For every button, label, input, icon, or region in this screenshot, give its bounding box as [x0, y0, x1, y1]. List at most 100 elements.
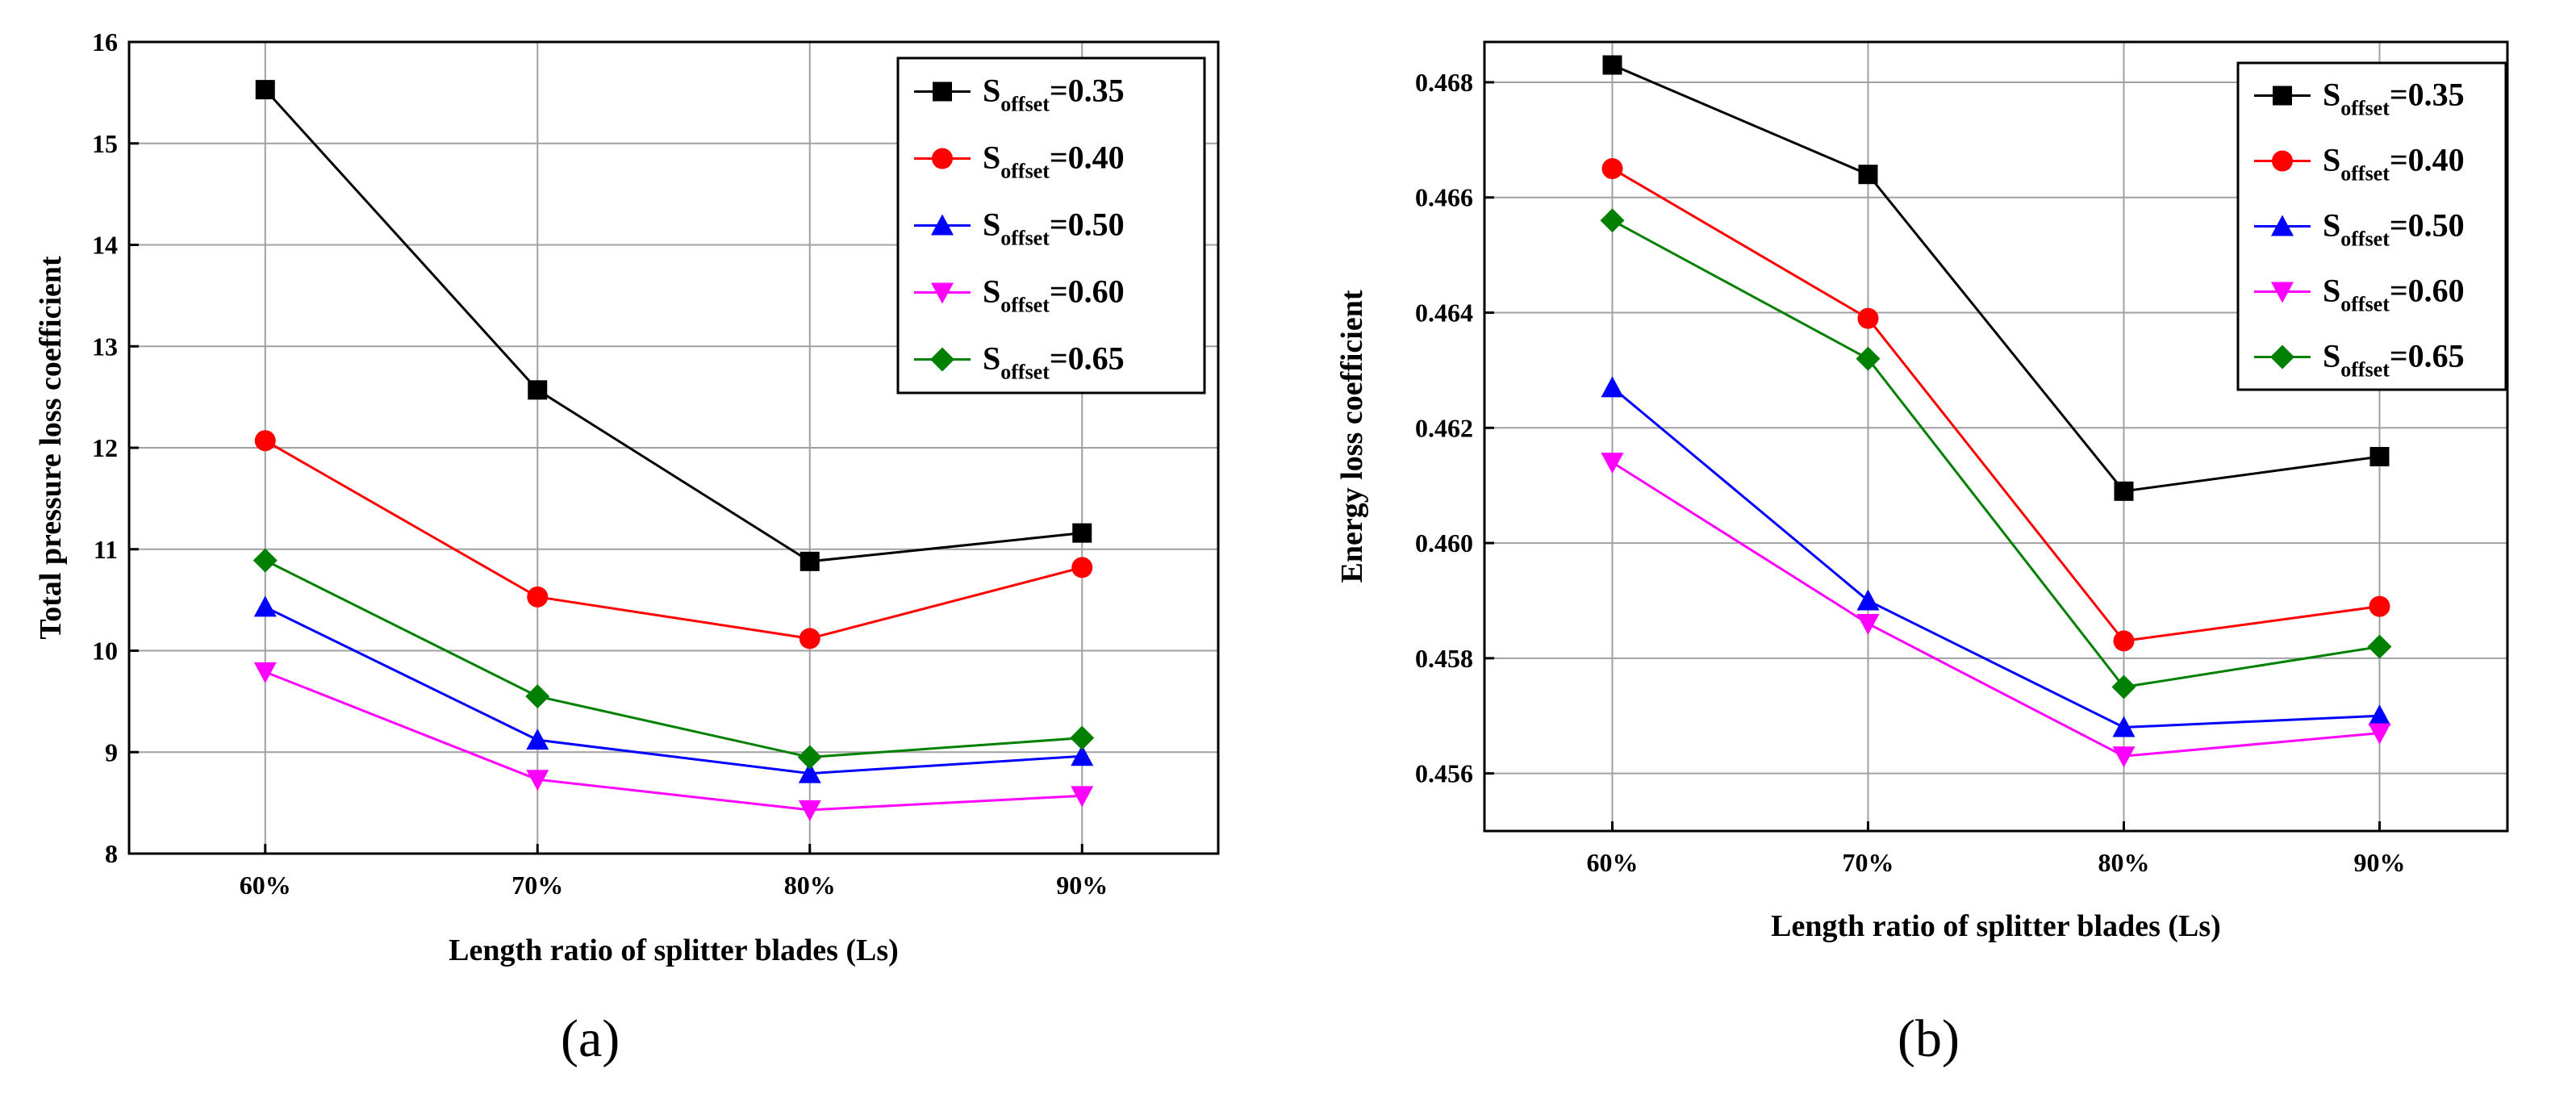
data-point [2368, 704, 2391, 726]
legend-marker [2271, 282, 2294, 303]
legend-label-main: S [983, 274, 1000, 310]
series-0-40 [254, 430, 1093, 649]
legend-label-value: =0.65 [2390, 338, 2465, 374]
legend-label: Soffset=0.35 [2323, 77, 2465, 120]
series-line [1611, 167, 2380, 643]
legend-label-sub: offset [2340, 162, 2390, 186]
series-line [1611, 64, 2380, 493]
legend-label: Soffset=0.65 [2323, 338, 2465, 382]
series-line [265, 670, 1083, 812]
series-line [265, 439, 1083, 640]
y-tick-label: 0.466 [1415, 183, 1473, 212]
chart-panel-a: 8 9 10 11 12 13 14 15 16 60% 70% 80% 90% Length ratio… [34, 27, 1220, 1068]
legend-label-main: S [2323, 142, 2340, 178]
legend-label-sub: offset [1000, 160, 1050, 183]
y-tick-label: 8 [105, 839, 118, 868]
x-tick-label: 80% [2098, 848, 2150, 877]
legend-label-main: S [2323, 338, 2340, 374]
data-point [1070, 725, 1095, 750]
legend-label-value: =0.35 [1050, 73, 1125, 109]
panel-label-a: (a) [561, 1009, 620, 1068]
legend-item: Soffset=0.60 [914, 274, 1125, 317]
legend-label-sub: offset [2340, 97, 2390, 120]
legend-item: Soffset=0.50 [914, 207, 1125, 250]
legend-label-sub: offset [1000, 93, 1050, 116]
series-line [1611, 219, 2380, 689]
legend-marker [2273, 86, 2292, 106]
data-point [1601, 453, 1624, 474]
y-tick-label: 0.458 [1415, 644, 1473, 673]
data-point [1600, 208, 1625, 233]
legend-marker [2270, 345, 2294, 370]
data-point [255, 80, 275, 100]
legend-label-main: S [2323, 77, 2340, 113]
x-tick-label: 70% [1843, 848, 1894, 877]
data-point [2369, 446, 2390, 466]
panel-label-b: (b) [1898, 1009, 1960, 1068]
legend-label-main: S [2323, 273, 2340, 309]
legend-label-value: =0.50 [1050, 207, 1125, 243]
legend-label: Soffset=0.50 [2323, 207, 2465, 251]
legend-label: Soffset=0.35 [983, 73, 1125, 116]
data-point [2369, 595, 2390, 617]
y-tick-label: 14 [92, 231, 118, 260]
y-tick-label: 15 [92, 129, 118, 158]
y-tick-label: 0.462 [1415, 413, 1473, 442]
data-point [1857, 307, 1879, 329]
legend-label: Soffset=0.60 [983, 274, 1125, 317]
legend-label-value: =0.40 [2390, 142, 2465, 178]
data-point [1858, 165, 1878, 185]
data-point [1072, 523, 1092, 543]
series-line [265, 559, 1083, 759]
legend-item: Soffset=0.35 [2254, 77, 2465, 120]
y-axis-title: Total pressure loss coefficient [34, 256, 68, 640]
legend-label-sub: offset [2340, 293, 2390, 316]
series-0-50 [253, 595, 1094, 783]
series-0-50 [1601, 376, 2391, 737]
legend-label-main: S [983, 207, 1000, 243]
data-point [2112, 746, 2136, 768]
legend-marker [932, 148, 953, 169]
series-0-35 [255, 80, 1092, 571]
data-point [2111, 674, 2136, 699]
data-point [1071, 786, 1094, 808]
data-point [2368, 723, 2391, 745]
data-point [253, 595, 277, 617]
series-0-65 [1600, 208, 2392, 699]
legend-marker [2272, 150, 2293, 172]
legend-item: Soffset=0.40 [2254, 142, 2465, 186]
data-point [799, 628, 820, 649]
series-line [1611, 386, 2380, 729]
y-tick-label: 0.464 [1415, 299, 1473, 328]
legend-marker [2271, 215, 2294, 236]
y-tick-label: 0.460 [1415, 528, 1473, 558]
x-axis-title: Length ratio of splitter blades (Ls) [1771, 909, 2221, 943]
legend-label-sub: offset [2340, 228, 2390, 251]
data-point [526, 770, 549, 791]
data-point [525, 684, 550, 709]
legend-label-value: =0.60 [1050, 274, 1125, 310]
series-line [264, 89, 1083, 563]
data-point [2114, 481, 2134, 501]
y-tick-label: 11 [94, 535, 118, 564]
data-point [2113, 630, 2135, 652]
plot-frame [1483, 40, 2509, 833]
legend-item: Soffset=0.65 [914, 340, 1125, 384]
y-tick-label: 0.456 [1415, 759, 1473, 788]
data-point [1856, 589, 1880, 611]
series-0-65 [253, 548, 1095, 770]
y-tick-label: 9 [105, 737, 118, 766]
data-point [1601, 376, 1624, 398]
y-axis-title: Energy loss coefficient [1335, 290, 1369, 583]
legend-label-main: S [983, 140, 1000, 176]
series-line [1611, 461, 2380, 758]
data-point [1071, 745, 1094, 766]
chart-b: 0.456 0.458 0.460 0.462 0.464 0.466 0.468 60% 70… [1335, 40, 2509, 943]
data-point [1602, 55, 1622, 75]
legend-label-value: =0.65 [1050, 340, 1125, 377]
legend-item: Soffset=0.50 [2254, 207, 2465, 251]
legend-marker [933, 81, 952, 102]
data-point [527, 586, 549, 608]
legend-label-main: S [2323, 207, 2340, 244]
legend-marker [930, 347, 954, 372]
